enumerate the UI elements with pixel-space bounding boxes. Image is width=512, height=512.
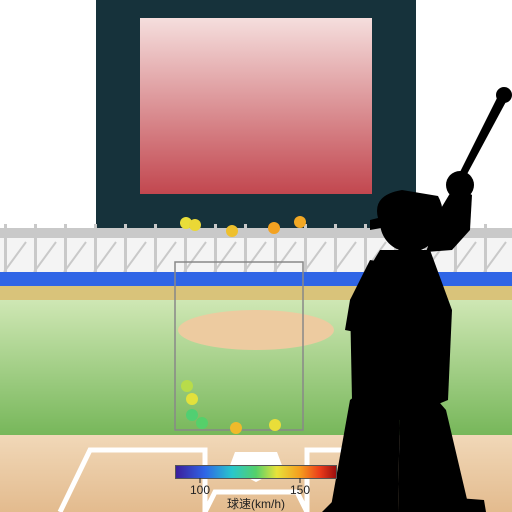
svg-text:150: 150 bbox=[290, 483, 310, 497]
pitch-location-chart: 100 150 球速(km/h) bbox=[0, 0, 512, 512]
pitch-marker bbox=[196, 417, 208, 429]
pitch-marker bbox=[268, 222, 280, 234]
pitchers-mound bbox=[178, 310, 334, 350]
pitch-marker bbox=[294, 216, 306, 228]
pitch-marker bbox=[186, 409, 198, 421]
pitch-marker bbox=[189, 219, 201, 231]
pitch-marker bbox=[269, 419, 281, 431]
svg-text:100: 100 bbox=[190, 483, 210, 497]
pitch-marker bbox=[226, 225, 238, 237]
pitch-marker bbox=[181, 380, 193, 392]
svg-text:球速(km/h): 球速(km/h) bbox=[227, 497, 285, 511]
pitch-marker bbox=[230, 422, 242, 434]
pitch-marker bbox=[186, 393, 198, 405]
scoreboard bbox=[96, 0, 416, 240]
